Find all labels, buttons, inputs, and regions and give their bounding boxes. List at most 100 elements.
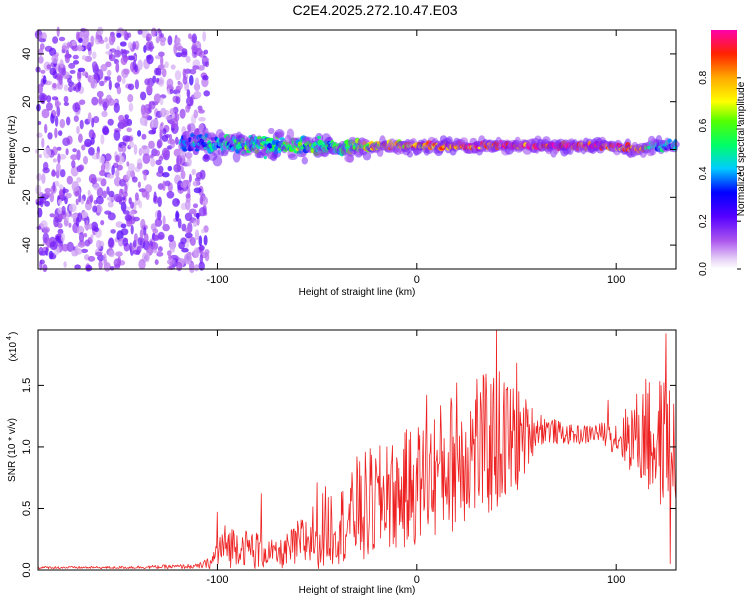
noise-blob [202,75,209,81]
noise-blob [157,231,165,240]
noise-blob [56,146,62,151]
noise-blob [198,245,205,251]
noise-blob [63,95,69,103]
noise-blob [191,33,197,44]
noise-blob [42,264,48,273]
noise-blob [96,204,103,213]
noise-blob [52,181,56,192]
noise-blob [113,102,120,114]
noise-blob [66,175,74,185]
signal-blob [362,151,372,161]
noise-blob [90,78,98,89]
noise-blob [90,137,95,145]
noise-blob [73,60,79,65]
noise-blob [78,164,85,171]
noise-blob [58,153,67,160]
noise-blob [176,37,181,44]
noise-blob [71,250,78,257]
snr-y-ticks: 0.0 0.5 1.0 1.5 [21,378,676,578]
noise-blob [110,229,116,234]
noise-blob [61,67,66,76]
noise-blob [196,47,203,57]
noise-blob [63,102,70,106]
noise-blob [71,160,76,169]
noise-blob [36,201,42,206]
noise-blob [44,200,50,207]
noise-blob [192,220,198,228]
noise-blob [188,33,192,40]
noise-blob [103,253,107,264]
noise-blob [104,153,112,162]
noise-blob [37,121,42,125]
noise-blob [180,150,187,159]
noise-blob [40,94,46,105]
noise-blob [67,41,70,49]
noise-blob [139,228,144,240]
noise-blob [162,128,167,135]
noise-blob [203,235,208,246]
noise-blob [167,250,172,257]
noise-blob [84,239,91,247]
noise-blob [191,43,198,53]
noise-blob [81,211,89,219]
noise-blob [92,116,100,124]
noise-blob [137,29,143,35]
noise-blob [79,99,86,105]
noise-blob [198,207,207,217]
noise-blob [159,97,164,106]
noise-blob [92,51,97,60]
noise-blob [148,140,152,149]
noise-blob [87,42,92,52]
noise-blob [71,181,80,192]
snr-y-tick-label: 0.5 [21,501,33,516]
noise-blob [64,52,70,64]
noise-blob [52,82,57,89]
noise-blob [83,233,88,238]
noise-blob [65,192,72,199]
noise-blob [150,158,156,167]
noise-blob [41,108,50,119]
colorbar-gradient [711,30,737,269]
noise-blob [182,76,188,85]
noise-blob [180,170,186,180]
noise-blob [129,170,135,178]
noise-blob [151,118,159,128]
noise-blob [72,102,80,113]
noise-blob [166,191,175,199]
noise-blob [144,233,149,244]
noise-blob [120,223,127,229]
noise-blob [137,130,142,137]
noise-blob [169,88,174,94]
noise-blob [68,222,72,228]
noise-blob [51,96,59,101]
noise-blob [56,106,61,117]
spectrogram-y-tick-label: 0 [21,146,33,152]
noise-blob [70,214,78,219]
noise-blob [196,212,200,219]
noise-blob [85,264,93,272]
noise-blob [63,84,69,92]
noise-blob [154,259,159,265]
noise-blob [96,90,104,98]
noise-blob [100,220,105,226]
noise-blob [199,195,203,205]
noise-blob [50,113,55,124]
noise-blob [78,232,85,243]
noise-blob [144,252,150,263]
noise-blob [181,247,189,253]
noise-blob [87,255,96,262]
noise-blob [68,86,73,93]
noise-blob [159,64,166,69]
noise-blob [124,214,132,222]
noise-blob [104,36,108,43]
noise-blob [90,234,94,240]
noise-blob [97,254,105,261]
noise-blob [114,263,121,270]
noise-blob [114,49,122,58]
noise-blob [46,95,52,103]
snr-y-tick-label: 0.0 [21,562,33,577]
noise-blob [77,70,82,79]
noise-blob [202,31,207,42]
noise-blob [120,228,129,236]
noise-blob [124,183,128,194]
